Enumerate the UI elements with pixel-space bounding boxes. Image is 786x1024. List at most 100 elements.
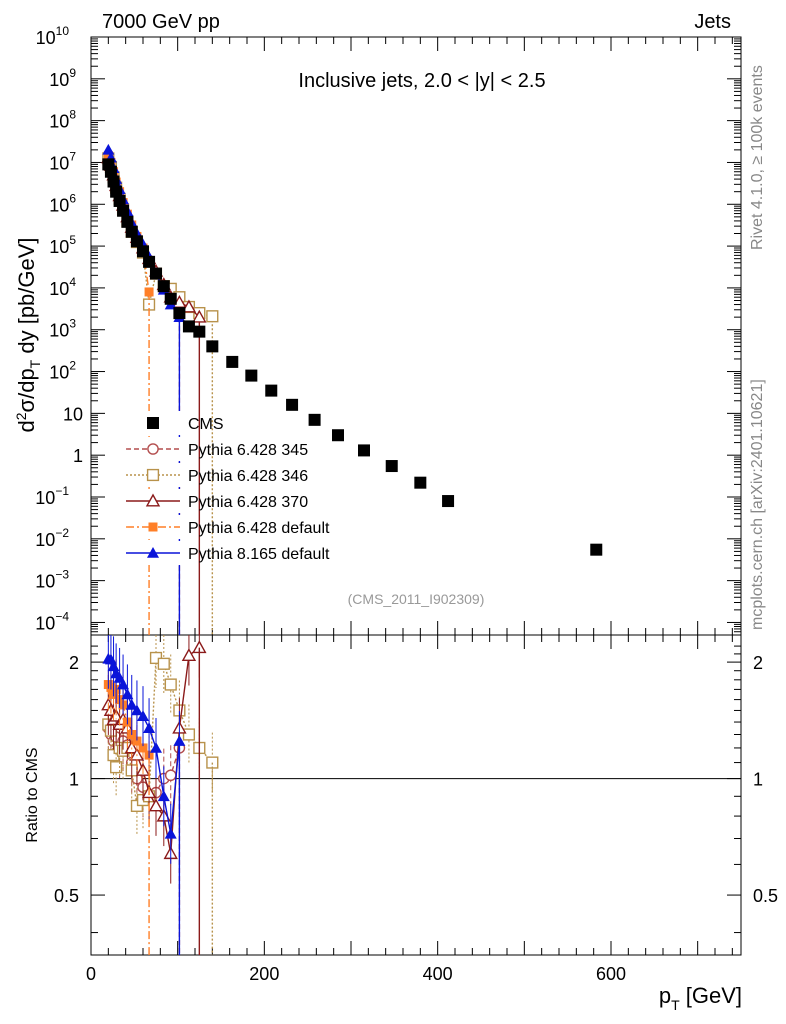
data-point (192, 309, 207, 323)
ratio-panel-frame (90, 634, 742, 956)
x-axis-label: pT [GeV] (659, 983, 742, 1013)
data-point (173, 307, 186, 320)
y-tick-label: 109 (49, 66, 76, 90)
y-axis-label-d: d (14, 420, 39, 432)
chart-title: Inclusive jets, 2.0 < |y| < 2.5 (298, 70, 545, 92)
y-tick-exponent: 8 (69, 108, 76, 122)
y-tick-base: 10 (35, 488, 55, 508)
ratio-point (182, 728, 196, 741)
data-point (265, 384, 278, 397)
data-point (245, 369, 258, 382)
y-tick-base: 10 (49, 237, 69, 257)
legend-marker (148, 522, 158, 532)
data-point (206, 340, 219, 353)
data-point (590, 543, 603, 556)
y-tick-base: 10 (49, 70, 69, 90)
y-tick-base: 10 (35, 572, 55, 592)
y-tick-base: 10 (49, 112, 69, 132)
data-point (164, 292, 177, 305)
y-tick-base: 10 (35, 530, 55, 550)
y-tick-exponent: 3 (69, 317, 76, 331)
y-axis-label-mid: σ/dp (14, 368, 39, 412)
ratio-series-layer (101, 635, 219, 955)
data-point (358, 444, 370, 457)
ratio-series-pythia-8-165-default (102, 635, 186, 955)
ratio-point (164, 678, 177, 691)
ratio-point (157, 790, 170, 802)
legend-label: Pythia 8.165 default (188, 546, 330, 563)
data-point (181, 299, 197, 313)
legend-item-pythia-6-428-370: Pythia 6.428 370 (120, 489, 308, 513)
series-cms (102, 158, 603, 556)
rivet-label: Rivet 4.1.0, ≥ 100k events (749, 65, 766, 250)
x-tick-label: 400 (423, 964, 453, 984)
ratio-point (164, 827, 177, 839)
data-point (150, 267, 162, 280)
data-point (117, 204, 130, 217)
y-axis-label-sub: T (27, 359, 43, 368)
ratio-y-tick-label-right: 0.5 (753, 886, 778, 906)
y-tick-label: 102 (49, 359, 76, 383)
data-point (442, 495, 455, 508)
y-tick-label: 106 (49, 191, 76, 215)
legend-item-cms: CMS (120, 411, 224, 435)
y-tick-exponent: 4 (69, 275, 76, 289)
data-point (137, 245, 149, 258)
data-point (286, 398, 299, 411)
y-tick-label: 10−2 (35, 526, 69, 550)
y-tick-base: 10 (35, 613, 55, 633)
data-point (130, 235, 143, 248)
mcplots-label: mcplots.cern.ch [arXiv:2401.10621] (749, 379, 766, 630)
data-point (104, 165, 117, 178)
ratio-point (157, 657, 170, 670)
data-point (226, 355, 239, 368)
legend-marker (145, 493, 161, 507)
data-point (103, 151, 113, 161)
data-point (332, 429, 344, 442)
legend-item-pythia-6-428-346: Pythia 6.428 346 (120, 463, 308, 487)
legend-item-pythia-6-428-345: Pythia 6.428 345 (120, 437, 308, 461)
header-right: Jets (694, 11, 731, 33)
legend-label: CMS (188, 416, 224, 433)
y-tick-exponent: 2 (69, 359, 76, 373)
x-tick-label: 200 (249, 964, 279, 984)
ratio-point (110, 761, 123, 774)
y-axis-label-main: d2σ/dpT dy [pb/GeV] (13, 237, 43, 432)
y-tick-exponent: −4 (55, 609, 69, 623)
ratio-point (181, 648, 197, 662)
data-point (107, 175, 120, 188)
legend-item-pythia-8-165-default: Pythia 8.165 default (120, 541, 330, 565)
y-tick-exponent: 10 (56, 24, 70, 38)
y-tick-base: 10 (49, 363, 69, 383)
data-point (193, 325, 206, 338)
ratio-point (125, 698, 138, 710)
ratio-point (137, 710, 149, 721)
ratio-point (130, 704, 143, 716)
data-point (125, 225, 138, 238)
legend-label: Pythia 6.428 370 (188, 494, 308, 511)
y-tick-base: 10 (49, 279, 69, 299)
y-axis-label-sup: 2 (13, 412, 29, 420)
y-axis-label-tail: dy [pb/GeV] (14, 237, 39, 359)
y-tick-label: 104 (49, 275, 76, 299)
x-axis-label-p: p (659, 983, 671, 1008)
header-left: 7000 GeV pp (102, 11, 220, 33)
data-point (206, 310, 219, 323)
legend-marker (147, 443, 159, 455)
main-y-axis-ticks: 10−410−310−210−1102103104105106107108109… (35, 24, 741, 635)
y-tick-label: 10−4 (35, 609, 69, 633)
analysis-id-label: (CMS_2011_I902309) (348, 591, 485, 607)
y-tick-label: 1010 (36, 24, 70, 48)
data-point (157, 280, 170, 293)
data-point (182, 320, 195, 333)
y-tick-label: 10−3 (35, 568, 69, 592)
ratio-y-tick-label: 1 (69, 770, 79, 790)
data-point (110, 185, 123, 198)
ratio-point (121, 688, 134, 700)
legend-label: Pythia 6.428 346 (188, 468, 308, 485)
ratio-y-tick-label: 2 (69, 653, 79, 673)
data-point (143, 255, 156, 268)
legend-label: Pythia 6.428 345 (188, 442, 308, 459)
y-tick-exponent: −1 (55, 484, 69, 498)
data-point (113, 194, 126, 207)
